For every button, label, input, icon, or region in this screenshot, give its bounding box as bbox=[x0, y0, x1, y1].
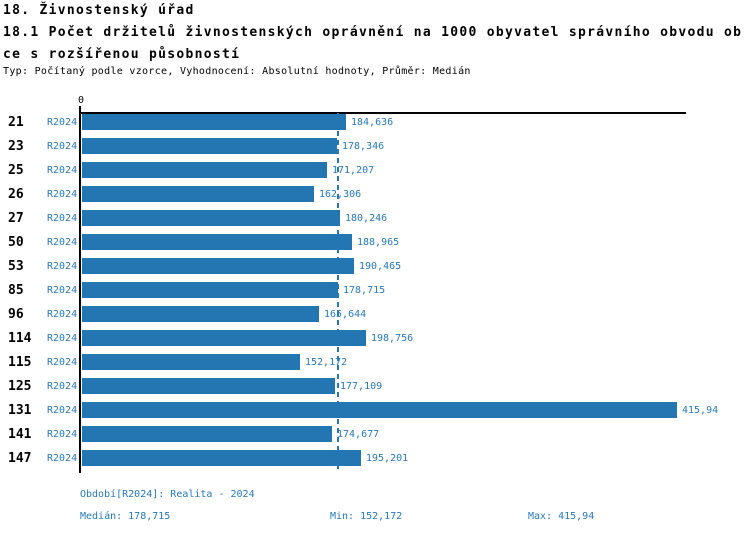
row-code-label: 141 bbox=[8, 427, 32, 442]
row-period-label: R2024 bbox=[47, 405, 78, 416]
page-title: 18. Živnostenský úřad bbox=[3, 3, 195, 18]
row-period-label: R2024 bbox=[47, 309, 78, 320]
bar-value-label: 162,306 bbox=[319, 189, 362, 200]
zero-tick-label: 0 bbox=[77, 95, 85, 106]
bar-value-label: 188,965 bbox=[357, 237, 400, 248]
bar bbox=[82, 162, 327, 178]
row-code-label: 25 bbox=[8, 163, 24, 178]
footer-period-label: Období[R2024]: Realita - 2024 bbox=[80, 489, 255, 500]
bar-value-label: 178,346 bbox=[342, 141, 385, 152]
bar-value-label: 180,246 bbox=[345, 213, 388, 224]
row-period-label: R2024 bbox=[47, 285, 78, 296]
row-period-label: R2024 bbox=[47, 213, 78, 224]
row-code-label: 23 bbox=[8, 139, 24, 154]
bar-value-label: 415,94 bbox=[682, 405, 719, 416]
row-period-label: R2024 bbox=[47, 429, 78, 440]
bar-value-label: 174,677 bbox=[337, 429, 380, 440]
row-code-label: 27 bbox=[8, 211, 24, 226]
bar bbox=[82, 114, 346, 130]
bar-value-label: 190,465 bbox=[359, 261, 402, 272]
row-period-label: R2024 bbox=[47, 357, 78, 368]
row-period-label: R2024 bbox=[47, 141, 78, 152]
row-code-label: 50 bbox=[8, 235, 24, 250]
bar-value-label: 184,636 bbox=[351, 117, 394, 128]
bar-value-label: 165,644 bbox=[324, 309, 367, 320]
x-axis-line bbox=[79, 112, 686, 114]
bar bbox=[82, 450, 361, 466]
bar bbox=[82, 426, 332, 442]
row-code-label: 21 bbox=[8, 115, 24, 130]
bar-value-label: 198,756 bbox=[371, 333, 414, 344]
bar bbox=[82, 138, 337, 154]
bar bbox=[82, 258, 354, 274]
row-code-label: 96 bbox=[8, 307, 24, 322]
bar bbox=[82, 186, 314, 202]
bar bbox=[82, 306, 319, 322]
bar bbox=[82, 354, 300, 370]
row-period-label: R2024 bbox=[47, 261, 78, 272]
bar bbox=[82, 282, 338, 298]
row-code-label: 26 bbox=[8, 187, 24, 202]
bar-value-label: 195,201 bbox=[366, 453, 409, 464]
row-code-label: 53 bbox=[8, 259, 24, 274]
bar bbox=[82, 234, 352, 250]
row-code-label: 147 bbox=[8, 451, 32, 466]
row-period-label: R2024 bbox=[47, 117, 78, 128]
row-code-label: 115 bbox=[8, 355, 32, 370]
footer-min-stat: Min: 152,172 bbox=[330, 511, 403, 522]
bar-value-label: 177,109 bbox=[340, 381, 383, 392]
y-axis-line bbox=[79, 106, 81, 473]
bar-value-label: 152,172 bbox=[305, 357, 348, 368]
bar bbox=[82, 378, 335, 394]
bar bbox=[82, 210, 340, 226]
bar bbox=[82, 330, 366, 346]
row-code-label: 114 bbox=[8, 331, 32, 346]
bar-value-label: 171,207 bbox=[332, 165, 375, 176]
row-code-label: 85 bbox=[8, 283, 24, 298]
chart-meta: Typ: Počítaný podle vzorce, Vyhodnocení:… bbox=[3, 66, 471, 77]
row-code-label: 131 bbox=[8, 403, 32, 418]
page-subtitle-line1: 18.1 Počet držitelů živnostenských opráv… bbox=[3, 25, 743, 40]
row-period-label: R2024 bbox=[47, 333, 78, 344]
median-line bbox=[337, 113, 339, 473]
row-period-label: R2024 bbox=[47, 381, 78, 392]
bar-value-label: 178,715 bbox=[343, 285, 386, 296]
row-period-label: R2024 bbox=[47, 453, 78, 464]
row-code-label: 125 bbox=[8, 379, 32, 394]
bar bbox=[82, 402, 677, 418]
page-subtitle-line2: ce s rozšířenou působností bbox=[3, 47, 241, 62]
row-period-label: R2024 bbox=[47, 189, 78, 200]
footer-max-stat: Max: 415,94 bbox=[528, 511, 595, 522]
row-period-label: R2024 bbox=[47, 165, 78, 176]
row-period-label: R2024 bbox=[47, 237, 78, 248]
footer-median-stat: Medián: 178,715 bbox=[80, 511, 171, 522]
